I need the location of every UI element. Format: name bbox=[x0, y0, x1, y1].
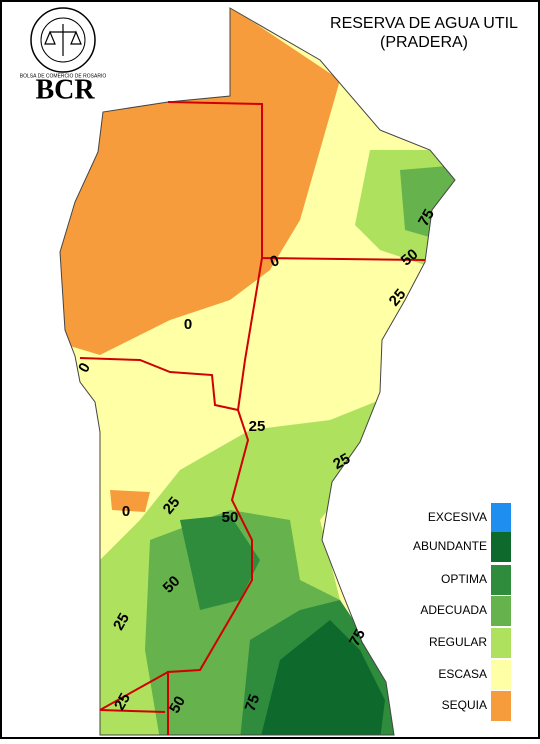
zone-abundante bbox=[260, 620, 385, 735]
legend-swatch bbox=[491, 565, 511, 595]
legend-swatch bbox=[491, 503, 511, 533]
contour-label: 25 bbox=[330, 450, 353, 473]
legend-label: SEQUIA bbox=[442, 698, 487, 712]
contour-label: 25 bbox=[111, 690, 134, 713]
logo-text: BCR bbox=[35, 74, 95, 105]
contour-label: 75 bbox=[242, 692, 264, 713]
legend-label: ABUNDANTE bbox=[413, 539, 487, 553]
legend-label: ESCASA bbox=[438, 667, 487, 681]
contour-label: 50 bbox=[222, 509, 239, 526]
map-title: RESERVA DE AGUA UTIL bbox=[330, 15, 518, 32]
contour-label: 0 bbox=[184, 316, 192, 333]
contour-label: 50 bbox=[166, 693, 189, 716]
legend-swatch bbox=[491, 628, 511, 658]
logo-ring-text: BOLSA DE COMERCIO DE ROSARIO bbox=[20, 73, 107, 79]
logo-scales bbox=[44, 24, 82, 56]
legend-swatch bbox=[491, 532, 511, 562]
legend-label: OPTIMA bbox=[441, 572, 487, 586]
contour-label: 25 bbox=[249, 418, 266, 435]
contour-label: 0 bbox=[122, 503, 130, 520]
legend-swatch bbox=[491, 691, 511, 721]
legend: EXCESIVA ABUNDANTE OPTIMA ADECUADA REGULAR ES… bbox=[413, 503, 511, 721]
logo-inner bbox=[40, 17, 86, 63]
map-subtitle: (PRADERA) bbox=[380, 34, 468, 51]
legend-label: EXCESIVA bbox=[428, 510, 487, 524]
legend-label: REGULAR bbox=[429, 635, 487, 649]
province-outline bbox=[59, 7, 456, 736]
contour-label: 25 bbox=[110, 610, 133, 633]
legend-swatch bbox=[491, 596, 511, 626]
legend-label: ADECUADA bbox=[420, 603, 487, 617]
legend-swatch bbox=[491, 660, 511, 690]
contour-label: 75 bbox=[346, 626, 369, 649]
zone-boundaries bbox=[79, 101, 426, 735]
zone-sequia bbox=[110, 490, 150, 512]
contour-label: 75 bbox=[415, 206, 438, 229]
zone-optima bbox=[180, 515, 260, 610]
